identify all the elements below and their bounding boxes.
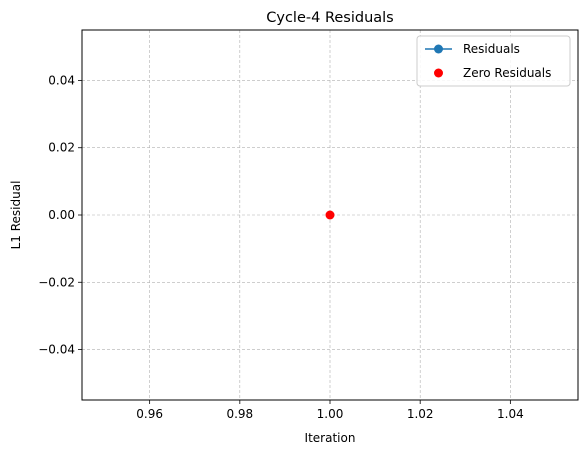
y-tick-label: 0.02 <box>48 141 75 155</box>
grid <box>82 30 578 400</box>
x-axis: 0.96 0.98 1.00 1.02 1.04 <box>136 400 524 421</box>
legend-zero-residuals-marker <box>434 68 443 78</box>
legend-zero-residuals-label: Zero Residuals <box>463 66 551 80</box>
y-axis: −0.04 −0.02 0.00 0.02 0.04 <box>38 73 82 357</box>
y-tick-label: 0.00 <box>48 208 75 222</box>
chart-title: Cycle-4 Residuals <box>266 10 393 26</box>
legend-residuals-label: Residuals <box>463 42 520 56</box>
legend-residuals-marker <box>434 44 443 54</box>
legend-box <box>416 35 571 87</box>
x-tick-label: 0.96 <box>136 407 163 421</box>
y-tick-label: 0.04 <box>48 73 75 87</box>
x-tick-label: 1.00 <box>317 407 344 421</box>
x-tick-label: 1.02 <box>407 407 434 421</box>
y-tick-label: −0.02 <box>38 275 75 289</box>
legend: Residuals Zero Residuals <box>416 35 571 87</box>
y-axis-label: L1 Residual <box>9 181 23 250</box>
data-layer <box>325 210 335 220</box>
x-tick-label: 1.04 <box>497 407 524 421</box>
x-axis-label: Iteration <box>305 431 356 445</box>
zero-residuals-point <box>325 210 335 220</box>
y-tick-label: −0.04 <box>38 343 75 357</box>
x-tick-label: 0.98 <box>226 407 253 421</box>
